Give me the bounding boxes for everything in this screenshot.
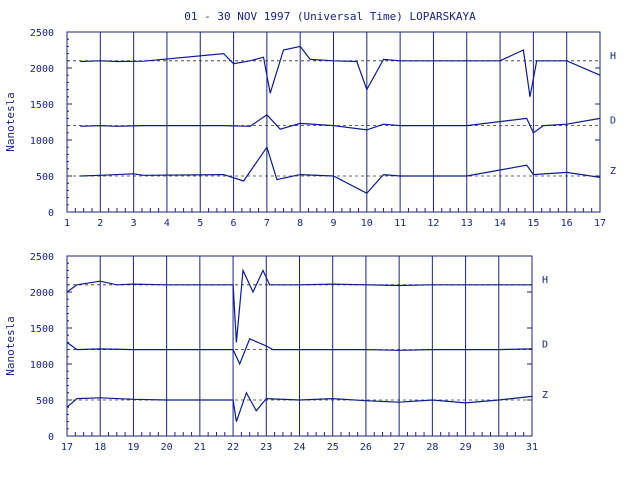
x-tick-label: 22 <box>227 442 239 453</box>
x-tick-label: 17 <box>594 218 606 229</box>
x-tick-label: 3 <box>131 218 137 229</box>
x-tick-label: 19 <box>127 442 139 453</box>
x-tick-label: 9 <box>330 218 336 229</box>
x-tick-label: 17 <box>61 442 73 453</box>
panel-top: 1 2 3 4 5 6 7 8 9 10 11 12 13 14 15 16 17050010001500200… <box>4 28 616 229</box>
x-tick-label: 4 <box>164 218 170 229</box>
x-tick-label: 29 <box>460 442 472 453</box>
y-axis-label: Nanotesla <box>4 316 17 376</box>
series-line-d <box>66 338 533 366</box>
x-tick-label: 11 <box>394 218 406 229</box>
y-axis-label: Nanotesla <box>4 92 17 152</box>
x-tick-label: 10 <box>361 218 373 229</box>
series-label-z: Z <box>542 390 548 401</box>
series-label-z: Z <box>610 166 616 177</box>
series-line-z <box>66 391 533 422</box>
y-tick-label: 2500 <box>30 252 54 263</box>
y-tick-label: 1500 <box>30 100 54 111</box>
x-tick-label: 16 <box>561 218 573 229</box>
series-label-d: D <box>542 340 548 351</box>
x-tick-label: 12 <box>427 218 439 229</box>
x-tick-label: 21 <box>194 442 206 453</box>
chart-title: 01 - 30 NOV 1997 (Universal Time) LOPARS… <box>184 10 476 23</box>
x-tick-label: 24 <box>293 442 305 453</box>
x-tick-label: 2 <box>97 218 103 229</box>
series-label-h: H <box>542 275 548 286</box>
x-tick-label: 14 <box>494 218 506 229</box>
x-tick-label: 31 <box>526 442 538 453</box>
x-tick-label: 27 <box>393 442 405 453</box>
y-tick-label: 500 <box>36 172 54 183</box>
x-tick-label: 26 <box>360 442 372 453</box>
x-tick-label: 20 <box>161 442 173 453</box>
series-line-d <box>80 114 601 134</box>
x-tick-label: 7 <box>264 218 270 229</box>
y-tick-label: 1000 <box>30 360 54 371</box>
y-tick-label: 2500 <box>30 28 54 39</box>
x-tick-label: 25 <box>327 442 339 453</box>
y-tick-label: 2000 <box>30 288 54 299</box>
y-tick-label: 2000 <box>30 64 54 75</box>
y-tick-label: 1000 <box>30 136 54 147</box>
y-tick-label: 500 <box>36 396 54 407</box>
series-line-z <box>80 145 601 195</box>
x-tick-label: 8 <box>297 218 303 229</box>
x-tick-label: 23 <box>260 442 272 453</box>
series-line-h <box>80 45 601 97</box>
series-label-h: H <box>610 51 616 62</box>
x-tick-label: 30 <box>493 442 505 453</box>
series-label-d: D <box>610 116 616 127</box>
x-tick-label: 18 <box>94 442 106 453</box>
x-tick-label: 15 <box>527 218 539 229</box>
y-tick-label: 0 <box>48 432 54 443</box>
y-tick-label: 1500 <box>30 324 54 335</box>
x-tick-label: 6 <box>231 218 237 229</box>
x-tick-label: 28 <box>426 442 438 453</box>
panel-bottom: 17 18 19 20 21 22 23 24 25 26 27 28 29 30 31 0 500 1000 15… <box>4 252 548 453</box>
series-line-h <box>66 268 532 343</box>
y-tick-label: 0 <box>48 208 54 219</box>
x-tick-label: 13 <box>461 218 473 229</box>
x-tick-label: 5 <box>197 218 203 229</box>
x-tick-label: 1 <box>64 218 70 229</box>
